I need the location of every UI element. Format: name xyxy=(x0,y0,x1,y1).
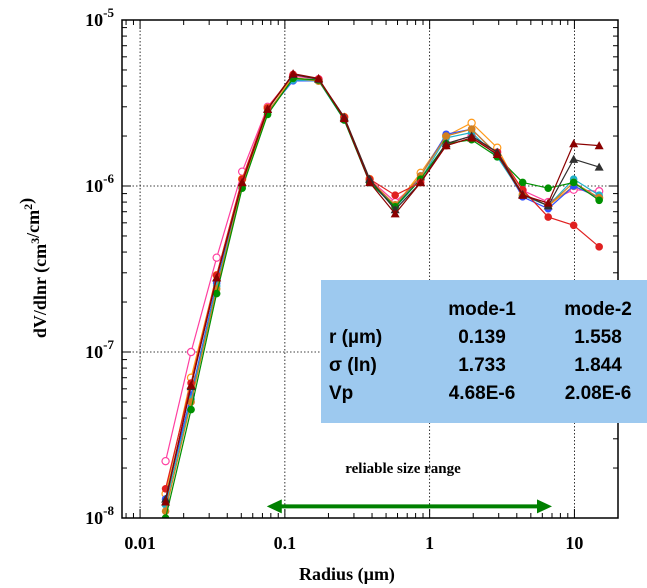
reliable-range-annotation: reliable size range xyxy=(266,461,552,514)
data-point xyxy=(595,243,603,251)
data-point xyxy=(467,133,477,142)
series-group xyxy=(161,69,604,518)
table-cell: 0.139 xyxy=(458,327,506,348)
data-point xyxy=(237,177,247,187)
data-point xyxy=(492,149,502,159)
data-point xyxy=(186,347,196,357)
x-axis-title: Radius (µm) xyxy=(299,564,395,585)
table-background xyxy=(321,280,647,423)
data-point xyxy=(595,196,603,205)
data-point xyxy=(544,184,552,192)
range-arrow-head-left xyxy=(266,499,282,514)
data-point xyxy=(339,114,349,123)
data-point xyxy=(416,177,426,187)
y-axis-ticks: 10-8 10-7 10-6 10-5 xyxy=(85,5,618,528)
x-tick-label: 10 xyxy=(565,533,583,553)
data-point xyxy=(212,289,221,298)
data-point xyxy=(161,456,170,466)
data-point xyxy=(441,141,451,150)
data-point xyxy=(161,514,170,518)
table-cell: Vp xyxy=(329,383,353,404)
data-point xyxy=(543,198,553,207)
data-point xyxy=(314,73,324,82)
data-point xyxy=(442,132,450,140)
range-arrow-head-right xyxy=(536,499,552,514)
data-point xyxy=(594,141,604,150)
data-point xyxy=(569,178,578,187)
data-point xyxy=(186,380,196,389)
table-header-cell: mode-1 xyxy=(448,299,516,320)
y-axis-title: dV/dlnr (cm3/cm2) xyxy=(16,198,51,338)
data-point xyxy=(390,209,400,218)
data-point xyxy=(569,139,579,148)
data-point xyxy=(263,104,273,113)
series-line xyxy=(164,73,600,489)
table-cell: r (µm) xyxy=(329,327,382,348)
x-tick-label: 0.01 xyxy=(124,533,156,553)
x-tick-label: 0.1 xyxy=(274,533,297,553)
table-cell: σ (ln) xyxy=(329,355,377,376)
data-point xyxy=(288,69,298,78)
table-cell: 2.08E-6 xyxy=(565,383,632,404)
table-header-cell: mode-2 xyxy=(564,299,632,320)
series-9 xyxy=(161,69,604,506)
data-point xyxy=(544,213,552,221)
data-point xyxy=(518,190,528,199)
reliable-range-label: reliable size range xyxy=(345,461,461,477)
table-cell: 1.733 xyxy=(458,355,506,376)
data-point xyxy=(161,497,171,506)
series-line xyxy=(164,73,600,503)
data-point xyxy=(594,162,604,171)
y-tick-label: 10-5 xyxy=(85,5,114,30)
table-cell: 4.68E-6 xyxy=(449,383,516,404)
data-point xyxy=(187,405,195,414)
data-point xyxy=(365,177,375,187)
x-tick-label: 1 xyxy=(425,533,434,553)
mode-parameters-table: mode-1 mode-2 r (µm) 0.139 1.558 σ (ln) 1.733 1… xyxy=(321,280,647,423)
data-point xyxy=(212,253,221,262)
y-tick-label: 10-7 xyxy=(85,337,114,362)
data-point xyxy=(518,178,527,187)
table-cell: 1.558 xyxy=(574,327,622,348)
data-point xyxy=(391,191,399,200)
grid xyxy=(122,19,618,519)
data-point xyxy=(569,154,579,163)
table-cell: 1.844 xyxy=(574,355,622,376)
data-point xyxy=(569,221,578,230)
plot-frame xyxy=(121,19,619,519)
data-point xyxy=(212,273,222,282)
series-line xyxy=(164,77,600,512)
data-point xyxy=(467,125,476,133)
y-tick-label: 10-6 xyxy=(85,171,114,196)
y-tick-label: 10-8 xyxy=(85,503,114,528)
